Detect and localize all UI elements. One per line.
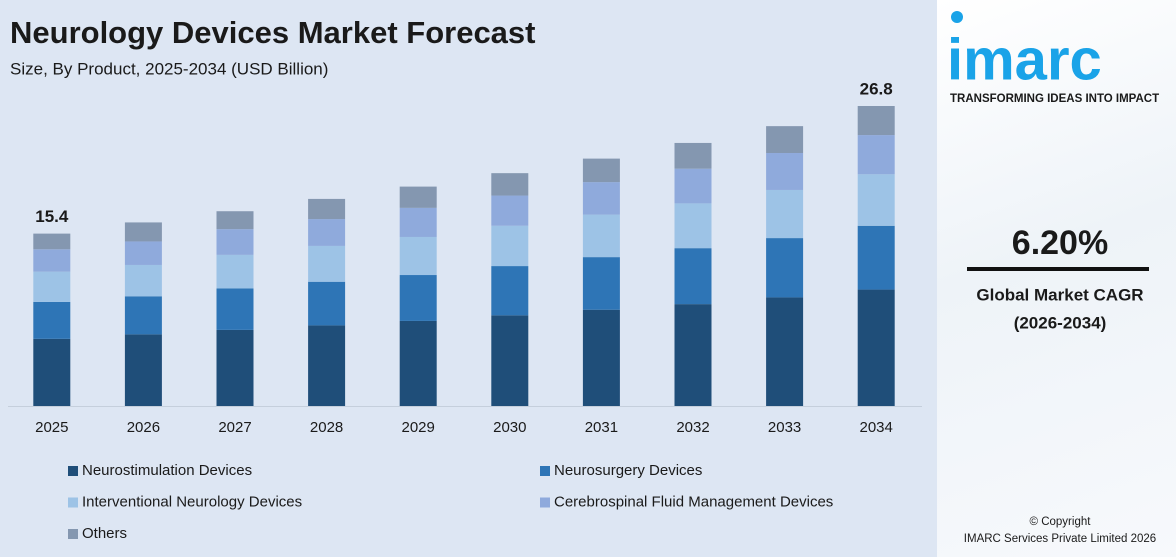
bar-segment bbox=[399, 207, 437, 237]
bar-segment bbox=[674, 203, 712, 249]
bar-segment bbox=[766, 189, 804, 239]
bar-segment bbox=[33, 249, 71, 272]
bar-segment bbox=[766, 238, 804, 298]
bar-segment bbox=[33, 301, 71, 339]
copyright: © Copyright bbox=[1030, 516, 1092, 528]
bar-segment bbox=[766, 126, 804, 154]
bar-segment bbox=[399, 320, 437, 406]
bar-segment bbox=[308, 219, 346, 246]
sidebar-graphic: imarc TRANSFORMING IDEAS INTO IMPACT 6.2… bbox=[947, 11, 1159, 545]
legend-swatch bbox=[540, 497, 550, 508]
cagr-label: Global Market CAGR bbox=[976, 285, 1143, 304]
bar-segment bbox=[491, 195, 529, 226]
bar-segment bbox=[491, 225, 529, 267]
bar-segment bbox=[399, 236, 437, 276]
legend-label: Neurosurgery Devices bbox=[554, 462, 702, 479]
total-label: 15.4 bbox=[35, 207, 69, 226]
bar-segment bbox=[33, 338, 71, 406]
bar-segment bbox=[124, 241, 162, 265]
legend-label: Cerebrospinal Fluid Management Devices bbox=[554, 493, 833, 510]
x-tick-label: 2031 bbox=[585, 419, 618, 436]
chart-title: Neurology Devices Market Forecast bbox=[10, 15, 536, 50]
bar-segment bbox=[216, 254, 254, 289]
tagline: TRANSFORMING IDEAS INTO IMPACT bbox=[950, 93, 1159, 105]
bar-segment bbox=[308, 245, 346, 282]
bar-segment bbox=[216, 288, 254, 330]
bar-segment bbox=[33, 271, 71, 302]
company: IMARC Services Private Limited 2026 bbox=[964, 533, 1156, 545]
bar-segment bbox=[857, 135, 895, 175]
bar-segment bbox=[308, 281, 346, 326]
bar-segment bbox=[857, 174, 895, 226]
logo: imarc bbox=[947, 27, 1102, 92]
x-tick-label: 2026 bbox=[127, 419, 160, 436]
logo-dot bbox=[951, 11, 963, 23]
bar-segment bbox=[582, 257, 620, 310]
legend-label: Others bbox=[82, 525, 127, 542]
bar-segment bbox=[674, 248, 712, 305]
bar-segment bbox=[308, 325, 346, 406]
x-tick-label: 2025 bbox=[35, 419, 68, 436]
legend-swatch bbox=[68, 529, 78, 539]
bar-segment bbox=[124, 222, 162, 242]
chart-subtitle: Size, By Product, 2025-2034 (USD Billion… bbox=[10, 59, 328, 78]
bar-segment bbox=[216, 229, 254, 255]
bar-segment bbox=[491, 266, 529, 316]
legend-swatch bbox=[68, 466, 78, 476]
x-tick-label: 2029 bbox=[402, 419, 435, 436]
total-label: 26.8 bbox=[860, 79, 893, 98]
x-tick-label: 2030 bbox=[493, 419, 526, 436]
bar-segment bbox=[582, 309, 620, 406]
legend-label: Neurostimulation Devices bbox=[82, 462, 252, 479]
chart: Neurology Devices Market Forecast Size, … bbox=[8, 15, 922, 542]
bar-segment bbox=[582, 182, 620, 215]
x-tick-label: 2027 bbox=[218, 419, 251, 436]
bar-segment bbox=[674, 168, 712, 204]
bar-segment bbox=[857, 106, 895, 136]
x-tick-label: 2032 bbox=[676, 419, 709, 436]
legend-label: Interventional Neurology Devices bbox=[82, 493, 302, 510]
bar-segment bbox=[124, 264, 162, 297]
bar-segment bbox=[857, 289, 895, 406]
x-tick-label: 2033 bbox=[768, 419, 801, 436]
bar-segment bbox=[399, 275, 437, 321]
bar-segment bbox=[399, 186, 437, 208]
bar-segment bbox=[766, 297, 804, 406]
bar-segment bbox=[216, 211, 254, 230]
bar-segment bbox=[766, 153, 804, 190]
x-tick-label: 2028 bbox=[310, 419, 343, 436]
bar-segment bbox=[674, 304, 712, 406]
cagr-value: 6.20% bbox=[1012, 224, 1108, 262]
bar-segment bbox=[124, 334, 162, 406]
cagr-period: (2026-2034) bbox=[1014, 313, 1107, 332]
divider bbox=[967, 267, 1149, 271]
bar-segment bbox=[491, 173, 529, 196]
bar-segment bbox=[216, 329, 254, 406]
x-tick-label: 2034 bbox=[860, 419, 893, 436]
bar-segment bbox=[308, 198, 346, 220]
bar-segment bbox=[582, 158, 620, 183]
bar-segment bbox=[582, 214, 620, 258]
sidebar: imarc TRANSFORMING IDEAS INTO IMPACT 6.2… bbox=[937, 0, 1176, 557]
bar-segment bbox=[857, 225, 895, 290]
bar-segment bbox=[674, 142, 712, 169]
bar-segment bbox=[491, 315, 529, 406]
legend-swatch bbox=[540, 466, 550, 476]
legend-swatch bbox=[68, 497, 78, 508]
bar-segment bbox=[33, 233, 71, 250]
bar-segment bbox=[124, 296, 162, 335]
